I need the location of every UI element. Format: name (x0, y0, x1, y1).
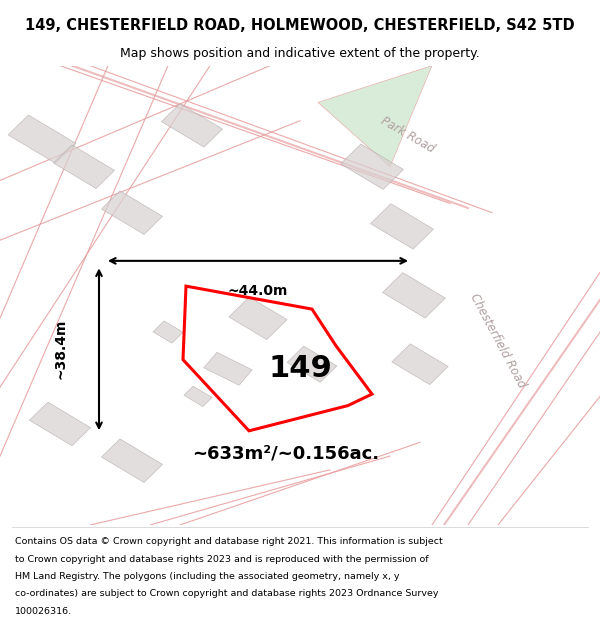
Text: ~44.0m: ~44.0m (228, 284, 288, 298)
Polygon shape (341, 144, 403, 189)
Text: 100026316.: 100026316. (15, 607, 72, 616)
Polygon shape (229, 297, 287, 339)
Text: 149: 149 (268, 354, 332, 383)
Polygon shape (153, 321, 183, 343)
Text: Contains OS data © Crown copyright and database right 2021. This information is : Contains OS data © Crown copyright and d… (15, 537, 443, 546)
Text: Chesterfield Road: Chesterfield Road (467, 292, 529, 391)
Text: ~633m²/~0.156ac.: ~633m²/~0.156ac. (192, 445, 379, 462)
Text: Map shows position and indicative extent of the property.: Map shows position and indicative extent… (120, 48, 480, 60)
Polygon shape (371, 204, 433, 249)
Polygon shape (53, 145, 115, 189)
Polygon shape (392, 344, 448, 384)
Polygon shape (101, 439, 163, 483)
Polygon shape (29, 402, 91, 446)
Text: co-ordinates) are subject to Crown copyright and database rights 2023 Ordnance S: co-ordinates) are subject to Crown copyr… (15, 589, 439, 599)
Polygon shape (184, 386, 212, 406)
Polygon shape (204, 352, 252, 385)
Text: HM Land Registry. The polygons (including the associated geometry, namely x, y: HM Land Registry. The polygons (includin… (15, 572, 400, 581)
Polygon shape (161, 104, 223, 147)
Polygon shape (318, 66, 432, 167)
Text: ~38.4m: ~38.4m (53, 319, 67, 379)
Text: to Crown copyright and database rights 2023 and is reproduced with the permissio: to Crown copyright and database rights 2… (15, 554, 428, 564)
Polygon shape (383, 272, 445, 318)
Text: 149, CHESTERFIELD ROAD, HOLMEWOOD, CHESTERFIELD, S42 5TD: 149, CHESTERFIELD ROAD, HOLMEWOOD, CHEST… (25, 18, 575, 33)
Polygon shape (287, 346, 337, 382)
Text: Park Road: Park Road (379, 114, 437, 155)
Polygon shape (101, 191, 163, 234)
Polygon shape (8, 115, 76, 163)
